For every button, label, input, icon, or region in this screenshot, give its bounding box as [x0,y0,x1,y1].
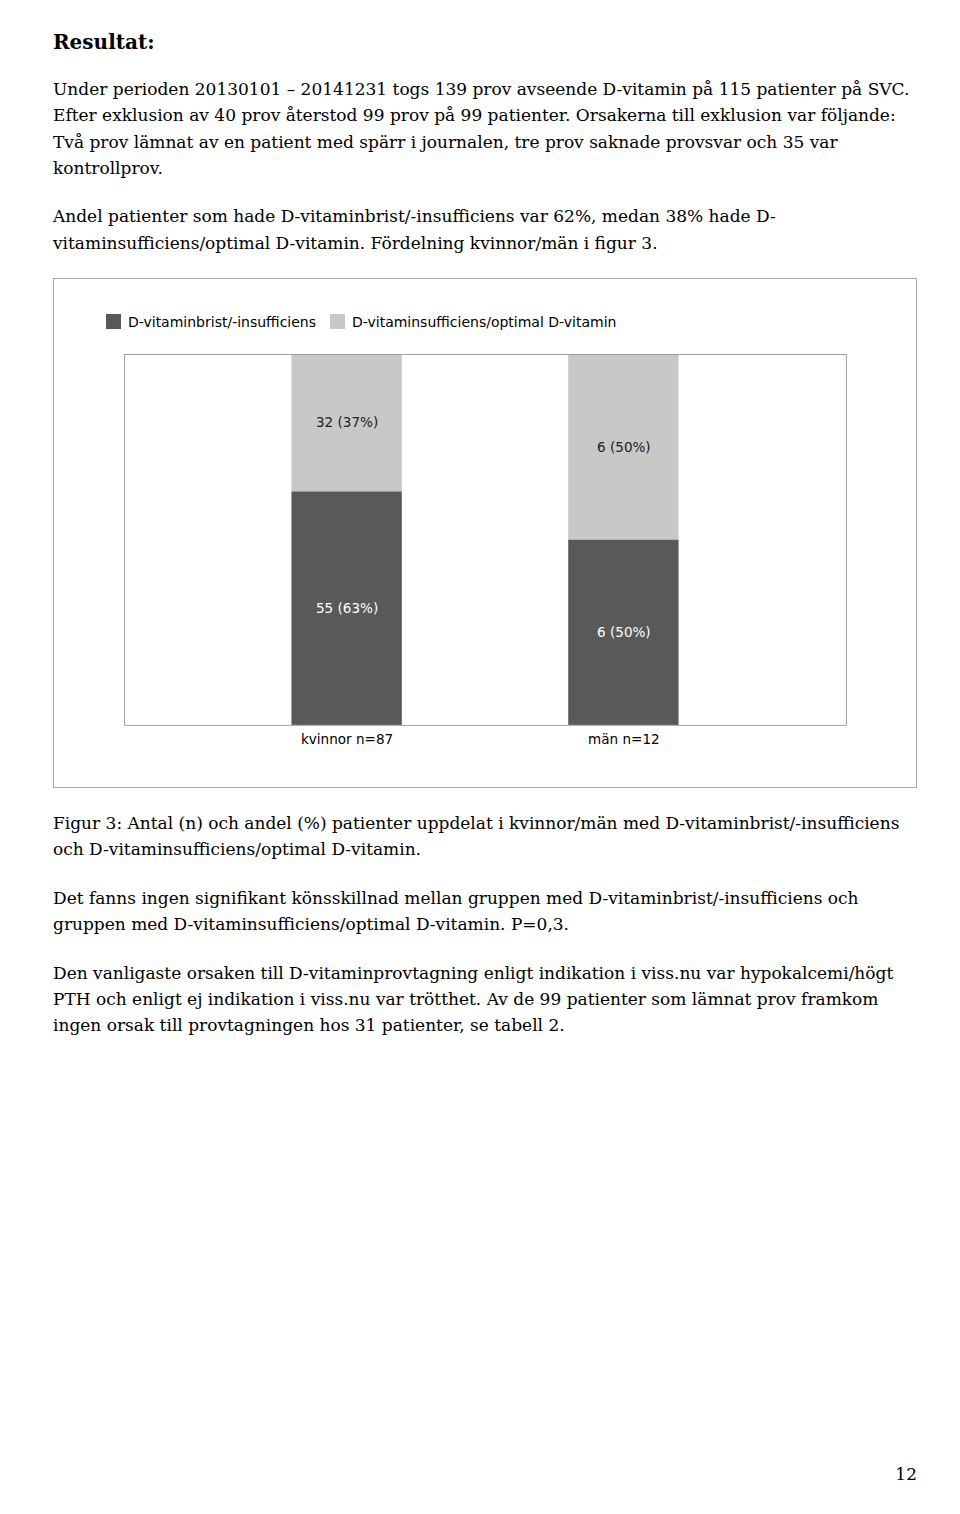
svg-text:6 (50%): 6 (50%) [597,439,651,455]
html-text:Under perioden 20130101 – 2014: Under perioden 20130101 – 20141231 togs … [53,79,910,178]
html-text:12: 12 [895,1464,917,1484]
svg-text:män n=12: män n=12 [588,731,660,747]
svg-text:6 (50%): 6 (50%) [597,624,651,640]
svg-text:32 (37%): 32 (37%) [316,415,378,431]
html-text:Andel patienter som hade D-vit: Andel patienter som hade D-vitaminbrist/… [53,206,776,253]
html-text:Den vanligaste orsaken till D-: Den vanligaste orsaken till D-vitaminpro… [53,962,894,1036]
svg-text:kvinnor n=87: kvinnor n=87 [301,731,393,747]
html-text:Figur 3: Antal (n) och andel (: Figur 3: Antal (n) och andel (%) patient… [53,813,900,860]
html-text:D-vitaminsufficiens/optimal D-: D-vitaminsufficiens/optimal D-vitamin [352,313,617,330]
html-text:Resultat:: Resultat: [53,30,155,54]
svg-text:55 (63%): 55 (63%) [316,600,378,616]
html-text:D-vitaminbrist/-insufficiens: D-vitaminbrist/-insufficiens [128,313,316,330]
html-text:Det fanns ingen signifikant kö: Det fanns ingen signifikant könsskillnad… [53,887,859,935]
